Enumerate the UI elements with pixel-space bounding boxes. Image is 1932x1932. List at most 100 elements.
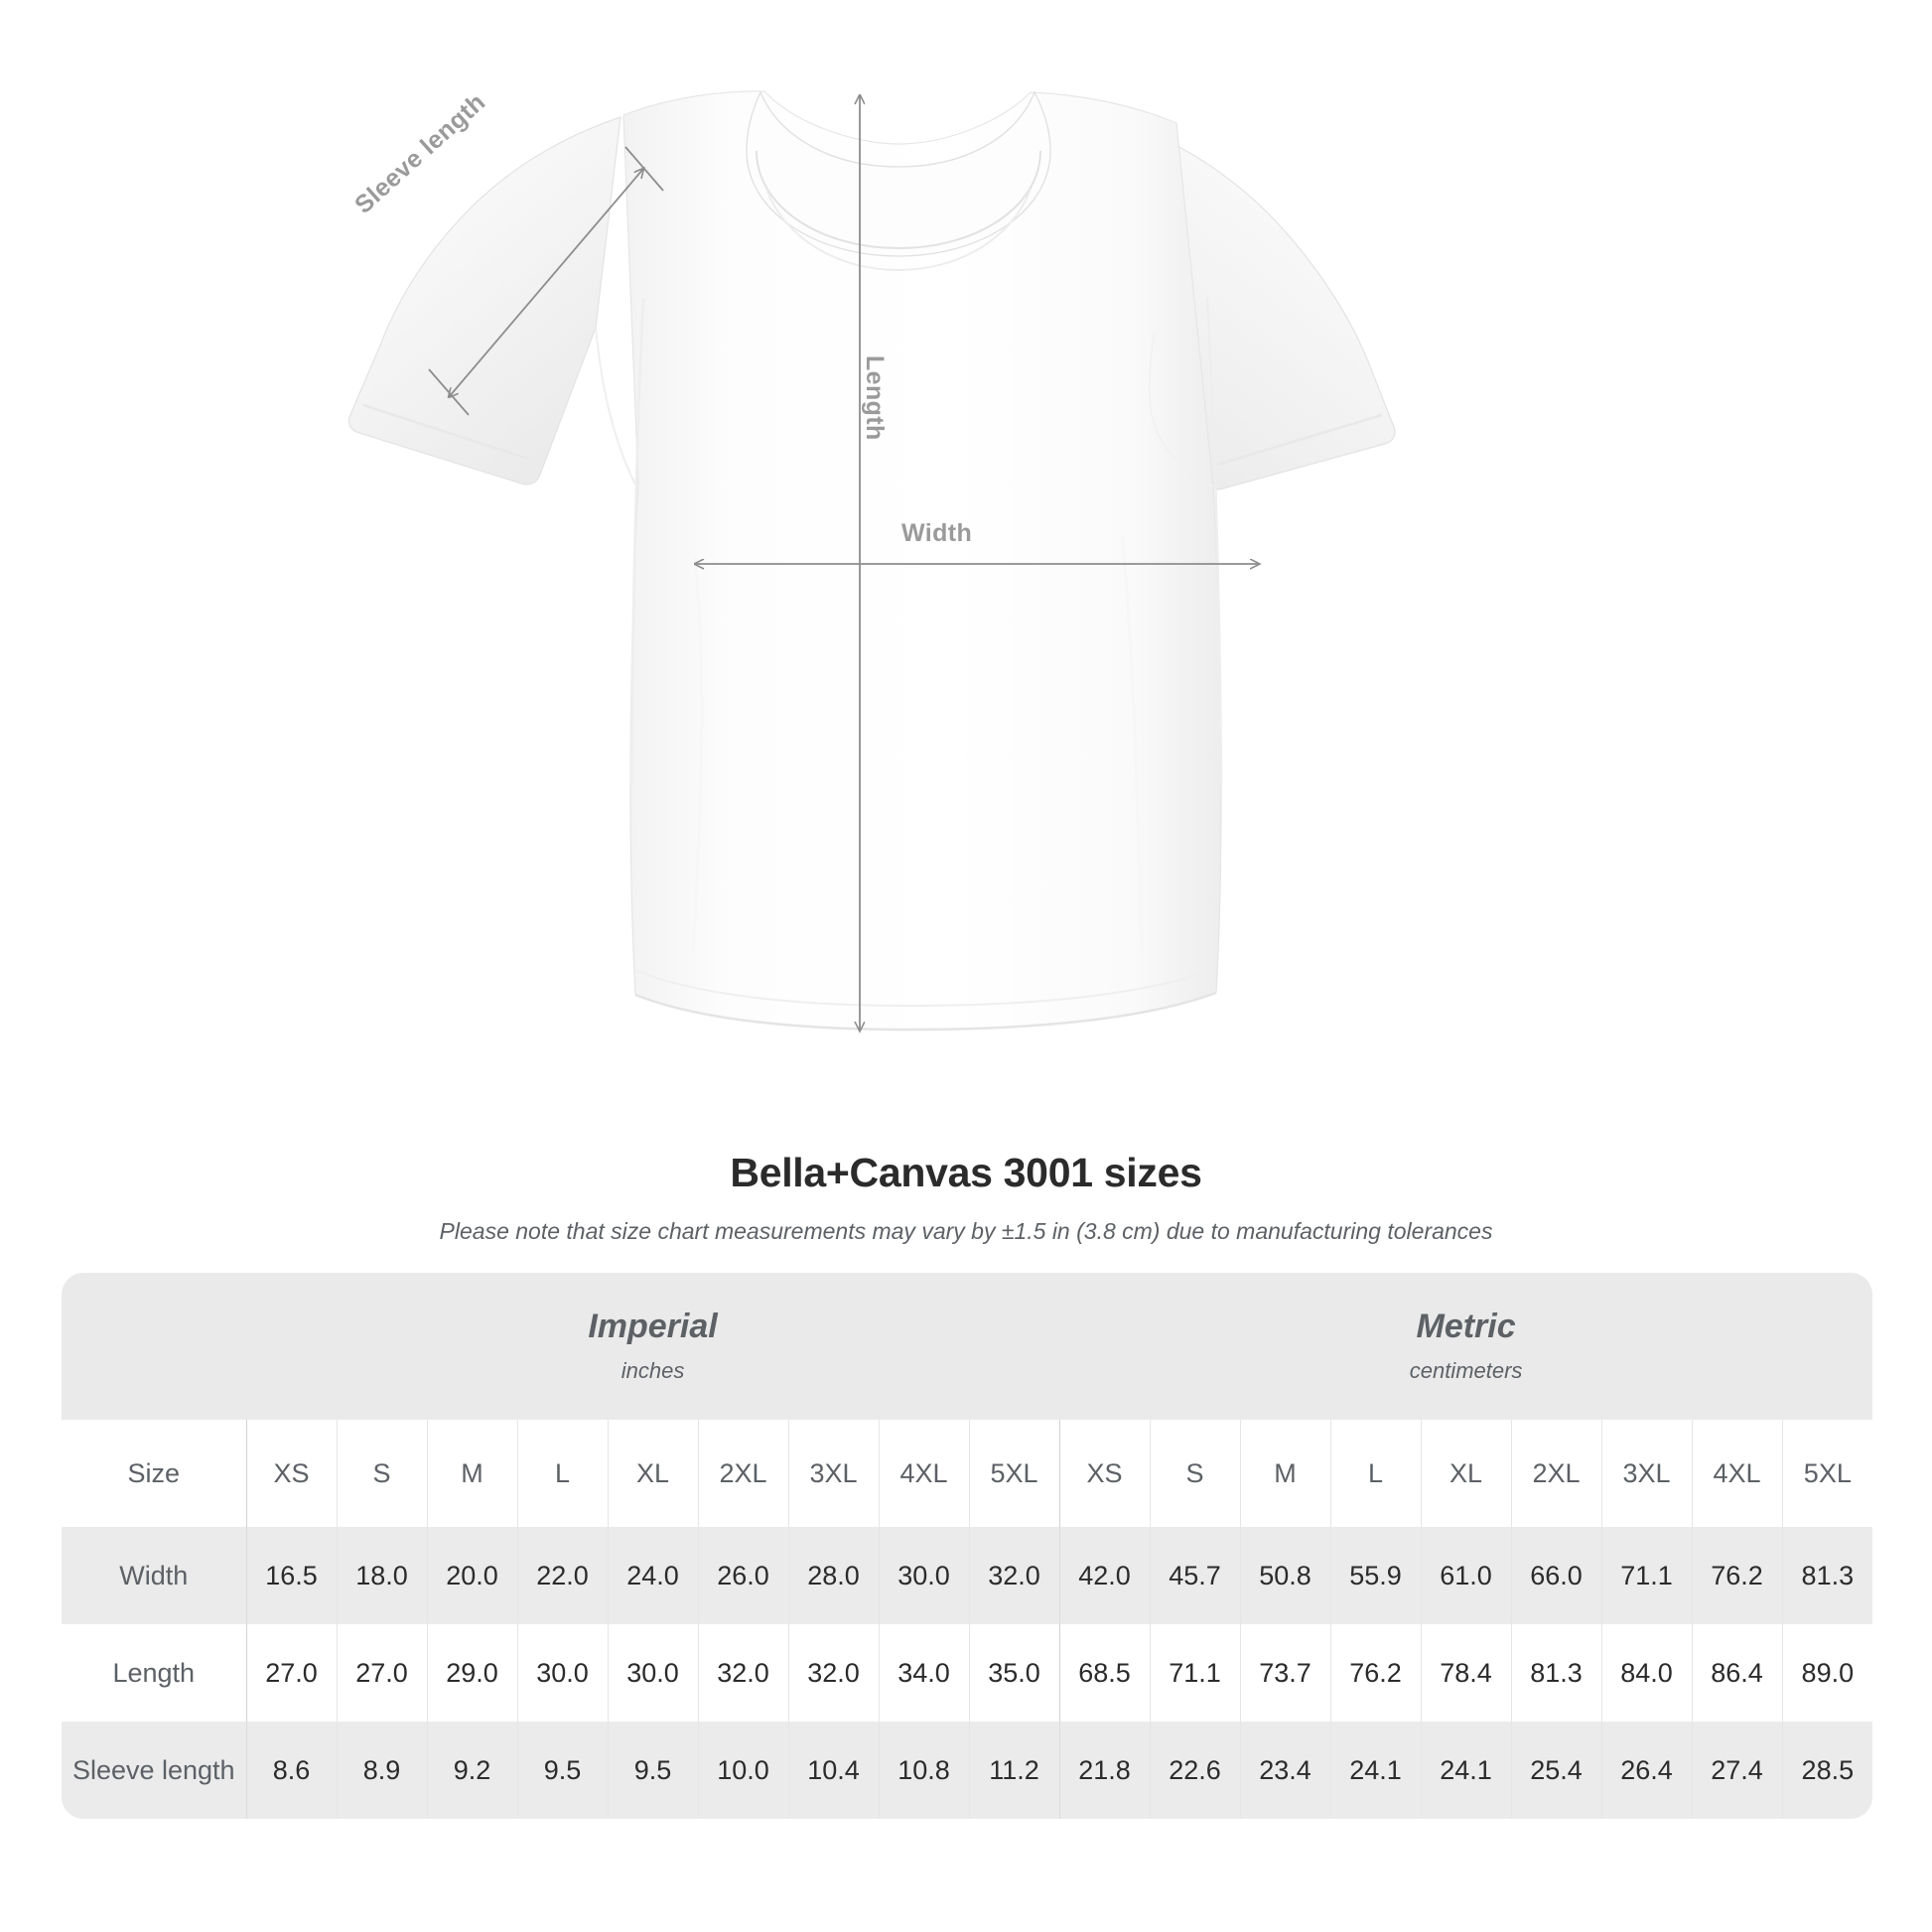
dimension-annotations <box>428 95 1259 1031</box>
cell-value: 23.4 <box>1239 1722 1331 1819</box>
cell-value: 30.0 <box>878 1527 969 1624</box>
cell-value: 35.0 <box>968 1624 1060 1722</box>
column-header-3xl: 3XL <box>1600 1420 1693 1527</box>
cell-value: 27.0 <box>245 1624 337 1722</box>
column-header-5xl: 5XL <box>1781 1420 1873 1527</box>
cell-value: 76.2 <box>1329 1624 1422 1722</box>
column-header-m: M <box>1239 1420 1331 1527</box>
unit-banner-spacer <box>62 1273 246 1420</box>
cell-value: 32.0 <box>787 1624 879 1722</box>
header-size-label: Size <box>62 1420 246 1527</box>
column-header-l: L <box>516 1420 608 1527</box>
column-header-2xl: 2XL <box>697 1420 788 1527</box>
unit-banner-row: Imperial inches Metric centimeters <box>62 1273 1873 1420</box>
cell-value: 29.0 <box>426 1624 517 1722</box>
cell-value: 8.9 <box>336 1722 427 1819</box>
table-row: Sleeve length 8.6 8.9 9.2 9.5 9.5 10.0 10.4 10.8… <box>62 1722 1873 1819</box>
cell-value: 27.0 <box>336 1624 427 1722</box>
column-header-4xl: 4XL <box>878 1420 969 1527</box>
cell-value: 78.4 <box>1420 1624 1512 1722</box>
unit-group-subtitle: centimeters <box>1409 1357 1523 1383</box>
cell-value: 10.8 <box>878 1722 969 1819</box>
cell-value: 22.6 <box>1149 1722 1241 1819</box>
cell-value: 26.0 <box>697 1527 788 1624</box>
tshirt-diagram-svg <box>347 90 1396 1122</box>
cell-value: 89.0 <box>1781 1624 1873 1722</box>
cell-value: 32.0 <box>968 1527 1060 1624</box>
cell-value: 9.5 <box>516 1722 608 1819</box>
cell-value: 45.7 <box>1149 1527 1241 1624</box>
column-header-xs: XS <box>1058 1420 1151 1527</box>
unit-group-name: Imperial <box>588 1308 718 1346</box>
column-header-5xl: 5XL <box>968 1420 1060 1527</box>
column-header-3xl: 3XL <box>787 1420 879 1527</box>
cell-value: 68.5 <box>1058 1624 1151 1722</box>
cell-value: 34.0 <box>878 1624 969 1722</box>
column-header-2xl: 2XL <box>1510 1420 1602 1527</box>
column-header-xl: XL <box>607 1420 698 1527</box>
cell-value: 28.5 <box>1781 1722 1873 1819</box>
row-label-length: Length <box>62 1624 246 1722</box>
sleeve-cap-lower <box>428 368 470 416</box>
length-label: Length <box>861 355 889 441</box>
cell-value: 10.4 <box>787 1722 879 1819</box>
column-header-m: M <box>426 1420 517 1527</box>
cell-value: 55.9 <box>1329 1527 1422 1624</box>
tolerance-note: Please note that size chart measurements… <box>439 1218 1493 1244</box>
cell-value: 73.7 <box>1239 1624 1331 1722</box>
size-chart-table-container: Imperial inches Metric centimeters Size XS S M L… <box>62 1273 1873 1819</box>
column-header-xs: XS <box>245 1420 337 1527</box>
table-row: Length 27.0 27.0 29.0 30.0 30.0 32.0 32.0 34.0 35… <box>62 1624 1873 1722</box>
cell-value: 76.2 <box>1691 1527 1783 1624</box>
cell-value: 25.4 <box>1510 1722 1602 1819</box>
row-label-width: Width <box>62 1527 246 1624</box>
title-block: Bella+Canvas 3001 sizes Please note that… <box>0 1122 1932 1245</box>
cell-value: 27.4 <box>1691 1722 1783 1819</box>
column-header-s: S <box>1149 1420 1241 1527</box>
cell-value: 9.2 <box>426 1722 517 1819</box>
cell-value: 18.0 <box>336 1527 427 1624</box>
cell-value: 24.0 <box>607 1527 698 1624</box>
cell-value: 21.8 <box>1058 1722 1151 1819</box>
column-header-l: L <box>1329 1420 1422 1527</box>
column-header-s: S <box>336 1420 427 1527</box>
cell-value: 16.5 <box>245 1527 337 1624</box>
table-row: Width 16.5 18.0 20.0 22.0 24.0 26.0 28.0 30.0 32.… <box>62 1527 1873 1624</box>
cell-value: 11.2 <box>968 1722 1060 1819</box>
unit-group-imperial: Imperial inches <box>246 1273 1060 1420</box>
cell-value: 42.0 <box>1058 1527 1151 1624</box>
unit-group-subtitle: inches <box>621 1357 685 1383</box>
tshirt-garment <box>347 90 1396 1032</box>
cell-value: 20.0 <box>426 1527 517 1624</box>
width-label: Width <box>901 519 973 547</box>
sleeve-cap-upper <box>624 146 664 192</box>
unit-group-metric: Metric centimeters <box>1059 1273 1873 1420</box>
cell-value: 50.8 <box>1239 1527 1331 1624</box>
cell-value: 81.3 <box>1781 1527 1873 1624</box>
row-label-sleeve-length: Sleeve length <box>62 1722 246 1819</box>
cell-value: 71.1 <box>1600 1527 1693 1624</box>
cell-value: 26.4 <box>1600 1722 1693 1819</box>
unit-group-name: Metric <box>1416 1308 1516 1346</box>
cell-value: 10.0 <box>697 1722 788 1819</box>
column-header-xl: XL <box>1420 1420 1512 1527</box>
page-title: Bella+Canvas 3001 sizes <box>730 1150 1202 1195</box>
cell-value: 30.0 <box>607 1624 698 1722</box>
cell-value: 81.3 <box>1510 1624 1602 1722</box>
cell-value: 84.0 <box>1600 1624 1693 1722</box>
cell-value: 71.1 <box>1149 1624 1241 1722</box>
cell-value: 66.0 <box>1510 1527 1602 1624</box>
cell-value: 61.0 <box>1420 1527 1512 1624</box>
column-header-4xl: 4XL <box>1691 1420 1783 1527</box>
cell-value: 86.4 <box>1691 1624 1783 1722</box>
table-header-row: Size XS S M L XL 2XL 3XL 4XL 5XL XS S M L XL 2XL 3XL 4XL 5… <box>62 1420 1873 1527</box>
cell-value: 24.1 <box>1329 1722 1422 1819</box>
cell-value: 9.5 <box>607 1722 698 1819</box>
cell-value: 28.0 <box>787 1527 879 1624</box>
cell-value: 22.0 <box>516 1527 608 1624</box>
cell-value: 8.6 <box>245 1722 337 1819</box>
sleeve-dimension-arrow <box>449 169 643 397</box>
cell-value: 24.1 <box>1420 1722 1512 1819</box>
size-chart-table: Imperial inches Metric centimeters Size XS S M L… <box>62 1273 1873 1819</box>
tshirt-illustration: Sleeve length Length Width <box>347 87 1396 1122</box>
